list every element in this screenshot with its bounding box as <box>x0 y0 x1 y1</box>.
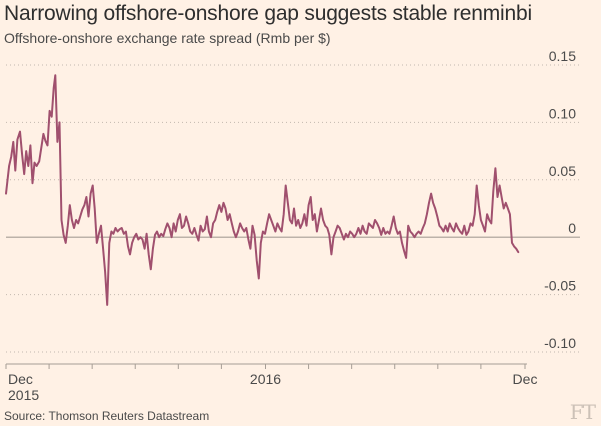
ft-logo: FT <box>569 400 596 424</box>
x-tick-label: Dec <box>513 371 538 387</box>
chart-subtitle: Offshore-onshore exchange rate spread (R… <box>4 30 331 46</box>
series-line <box>5 74 520 306</box>
y-tick-label: -0.05 <box>544 278 576 294</box>
x-tick-label: Dec <box>8 371 33 387</box>
y-tick-label: 0.05 <box>549 163 576 179</box>
source-note: Source: Thomson Reuters Datastream <box>4 409 210 423</box>
y-tick-label: 0.15 <box>549 48 576 64</box>
x-tick-sublabel: 2015 <box>8 387 39 400</box>
y-tick-label: 0 <box>568 220 576 236</box>
axis-layer <box>5 363 527 369</box>
y-tick-label: -0.10 <box>544 335 576 351</box>
y-tick-label: 0.10 <box>549 105 576 121</box>
chart-title: Narrowing offshore-onshore gap suggests … <box>4 2 532 25</box>
series-layer <box>5 74 520 306</box>
x-tick-label: 2016 <box>250 371 281 387</box>
